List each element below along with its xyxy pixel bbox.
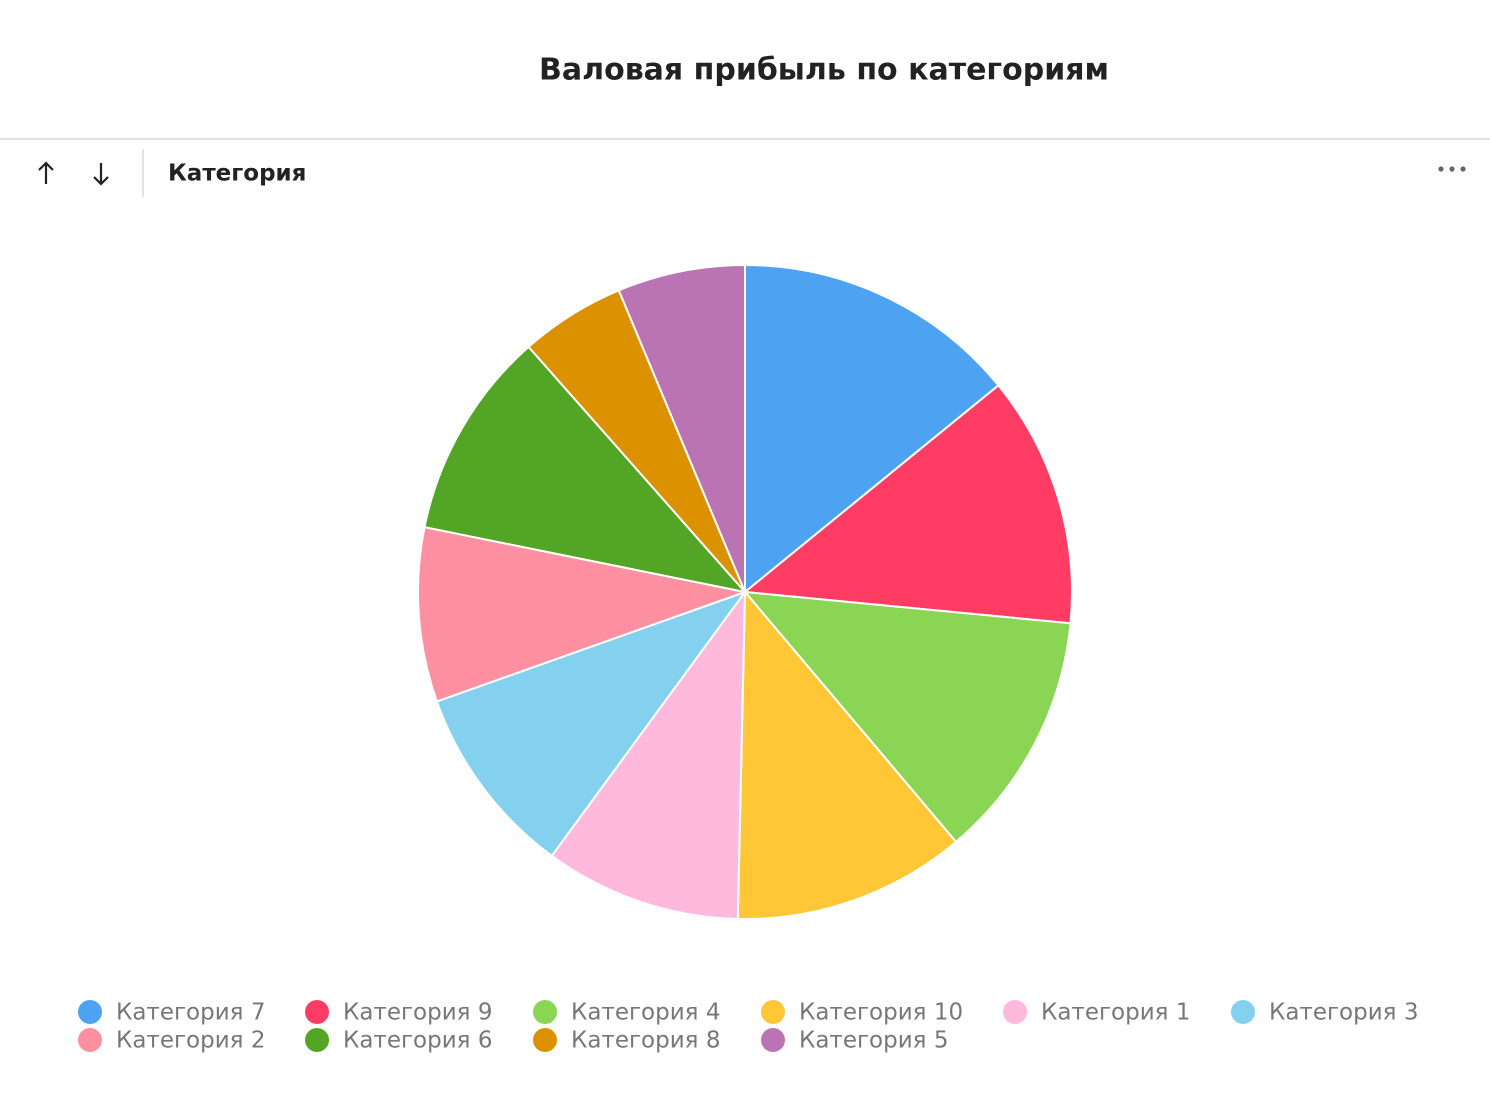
chart-title: Валовая прибыль по категориям (539, 53, 1109, 88)
more-menu[interactable] (1438, 166, 1466, 172)
legend-swatch (305, 1000, 329, 1024)
legend-label: Категория 3 (1269, 1000, 1418, 1026)
legend-swatch (761, 1028, 785, 1052)
legend-label: Категория 4 (571, 1000, 720, 1026)
sort-ascending[interactable] (38, 161, 54, 184)
legend-label: Категория 6 (343, 1028, 492, 1054)
sort-descending[interactable] (93, 163, 109, 186)
legend-swatch (1231, 1000, 1255, 1024)
legend-label: Категория 5 (799, 1028, 948, 1054)
toolbar-label[interactable]: Категория (168, 161, 306, 187)
pie-slice (423, 345, 748, 594)
pie-slice (744, 263, 1000, 595)
pie-slice (550, 588, 747, 920)
pie-slice (617, 263, 746, 593)
legend-swatch (533, 1028, 557, 1052)
pie-slice (742, 590, 1072, 844)
legend-label: Категория 1 (1041, 1000, 1190, 1026)
legend-label: Категория 9 (343, 1000, 492, 1026)
pie-slice (736, 589, 958, 920)
legend-swatch (78, 1000, 102, 1024)
legend-swatch (305, 1028, 329, 1052)
legend-swatch (761, 1000, 785, 1024)
legend-label: Категория 10 (799, 1000, 963, 1026)
legend-label: Категория 7 (116, 1000, 265, 1026)
legend-label: Категория 2 (116, 1028, 265, 1054)
legend-swatch (1003, 1000, 1027, 1024)
pie-slice (742, 383, 1073, 625)
pie-slice (417, 525, 749, 703)
pie-slice (435, 589, 748, 858)
legend-label: Категория 8 (571, 1028, 720, 1054)
legend-swatch (78, 1028, 102, 1052)
legend-swatch (533, 1000, 557, 1024)
